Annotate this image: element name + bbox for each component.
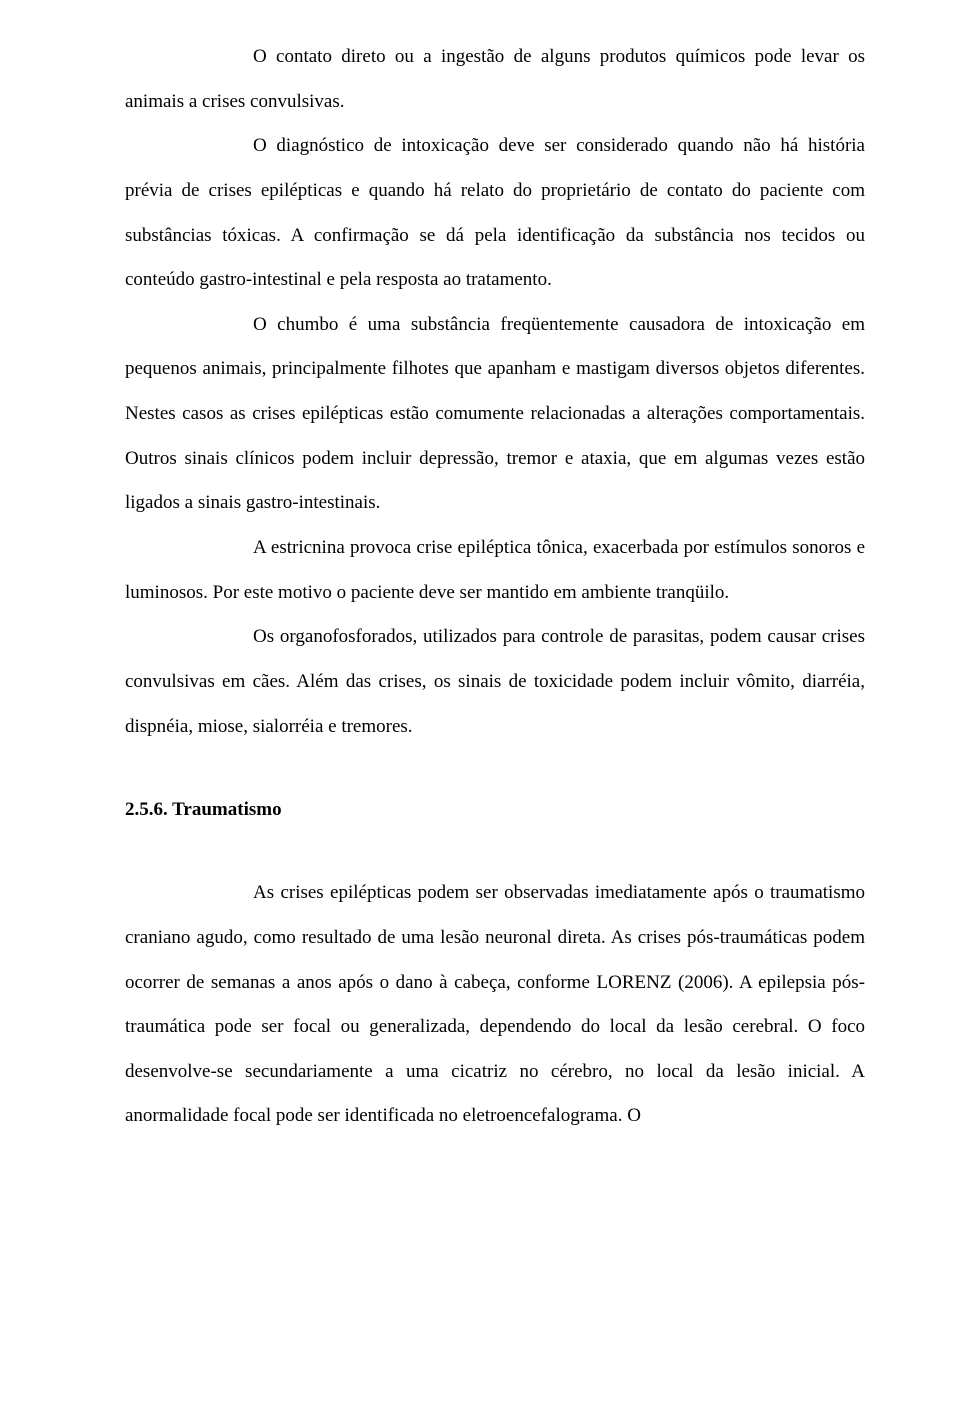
section-heading-traumatism: 2.5.6. Traumatismo	[125, 799, 865, 821]
paragraph-lead: O chumbo é uma substância freqüentemente…	[125, 303, 865, 526]
paragraph-diagnosis: O diagnóstico de intoxicação deve ser co…	[125, 124, 865, 303]
paragraph-traumatism: As crises epilépticas podem ser observad…	[125, 871, 865, 1139]
paragraph-strychnine: A estricnina provoca crise epiléptica tô…	[125, 526, 865, 615]
paragraph-organophosphates: Os organofosforados, utilizados para con…	[125, 615, 865, 749]
paragraph-intro: O contato direto ou a ingestão de alguns…	[125, 35, 865, 124]
